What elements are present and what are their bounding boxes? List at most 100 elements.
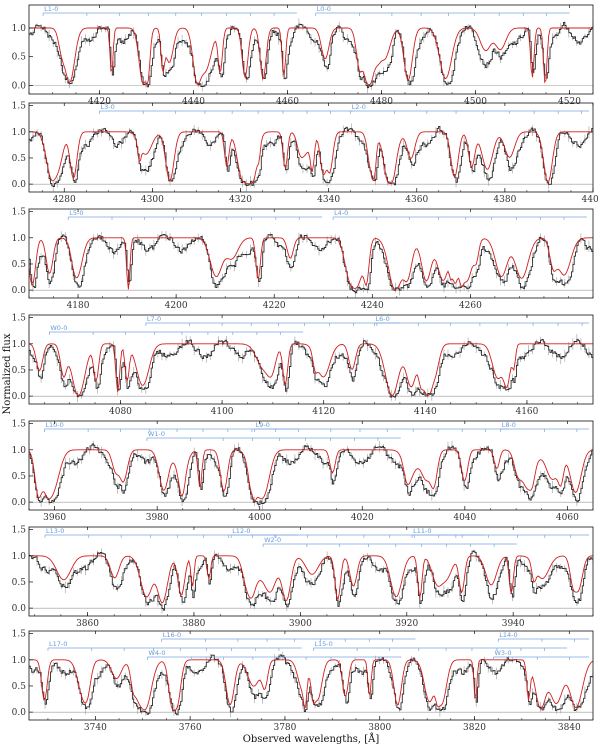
band-label: W0-0: [50, 324, 67, 332]
x-tick-label: 4280: [53, 195, 76, 205]
x-tick-label: 4140: [414, 407, 437, 417]
x-tick-label: 4040: [453, 513, 476, 523]
band-marker: L15-0: [313, 640, 568, 651]
plot-area: [29, 440, 593, 510]
x-tick-label: 3740: [84, 723, 107, 733]
band-label: L13-0: [46, 527, 64, 535]
model-series-line: [29, 555, 593, 604]
model-series-line: [29, 27, 593, 87]
band-label: L5-0: [69, 209, 83, 217]
band-label: L11-0: [413, 527, 431, 535]
panels-group: L1-0 L0-0 4420 4440 4460 4480 4500 4520 0.0 0.5 1.…: [12, 4, 598, 733]
y-tick-label: 1.0: [12, 24, 27, 34]
model-series-line: [29, 343, 593, 397]
panel-6: L13-0 L12-0 W2-0 L11-0 3860 3880 3900 3920 3940 0…: [12, 526, 594, 629]
data-series-line: [29, 654, 593, 716]
panel-7: L16-0 L17-0 W4-0 L15-0 L14-0 W3-0 3740 3760 3780…: [12, 630, 594, 733]
band-marker: L17-0: [47, 640, 302, 651]
band-marker: L3-0: [99, 103, 354, 114]
band-marker: L4-0: [332, 209, 587, 220]
model-series-line: [29, 237, 593, 290]
band-label: W4-0: [148, 649, 165, 657]
y-tick-label: 1.5: [12, 208, 27, 218]
y-tick-label: 0.5: [12, 682, 27, 692]
y-tick-label: 1.0: [12, 552, 27, 562]
x-tick-label: 4460: [276, 97, 299, 107]
x-tick-label: 3880: [182, 619, 205, 629]
x-axis-title: Observed wavelengths, [Å]: [243, 733, 380, 745]
band-label: L16-0: [163, 631, 181, 639]
x-tick-label: 3840: [558, 723, 581, 733]
band-label: L0-0: [317, 5, 331, 13]
x-tick-label: 4440: [182, 97, 205, 107]
plot-area: [29, 123, 593, 192]
band-marker: W0-0: [48, 324, 304, 335]
x-tick-label: 4240: [361, 301, 384, 311]
x-tick-label: 4080: [109, 407, 132, 417]
y-tick-label: 0.0: [12, 392, 27, 402]
y-tick-label: 1.5: [12, 630, 27, 640]
band-marker: L9-0: [254, 421, 509, 432]
x-tick-label: 4360: [405, 195, 428, 205]
x-tick-label: 4060: [556, 513, 579, 523]
panel-1: L1-0 L0-0 4420 4440 4460 4480 4500 4520 0.0 0.5 1.…: [12, 4, 594, 107]
y-tick-label: 1.0: [12, 340, 27, 350]
band-marker: W2-0: [262, 536, 517, 547]
band-marker: W4-0: [147, 649, 402, 660]
band-label: L3-0: [101, 103, 115, 111]
panel-3: L5-0 L4-0 4180 4200 4220 4240 4260 0.0 0.5 1.0 1.5: [12, 208, 594, 311]
band-label: L1-0: [44, 5, 58, 13]
x-tick-label: 4380: [493, 195, 516, 205]
x-tick-label: 3760: [179, 723, 202, 733]
band-label: L10-0: [45, 421, 63, 429]
x-tick-label: 3860: [76, 619, 99, 629]
x-tick-label: 4500: [464, 97, 487, 107]
panel-frame: [28, 420, 594, 511]
x-tick-label: 4100: [211, 407, 234, 417]
band-label: W1-0: [148, 430, 165, 438]
y-axis-title: Normalized flux: [2, 333, 13, 414]
x-tick-label: 4320: [229, 195, 252, 205]
y-tick-label: 0.0: [12, 286, 27, 296]
y-tick-label: 0.5: [12, 578, 27, 588]
panel-frame: [28, 314, 594, 405]
y-tick-label: 0.0: [12, 498, 27, 508]
x-tick-label: 4160: [515, 407, 538, 417]
y-tick-label: 1.0: [12, 234, 27, 244]
plot-area: [29, 18, 593, 93]
x-tick-label: 4300: [141, 195, 164, 205]
y-tick-label: 0.0: [12, 604, 27, 614]
band-marker: L6-0: [374, 315, 589, 326]
y-tick-label: 0.5: [12, 154, 27, 164]
y-tick-label: 1.0: [12, 446, 27, 456]
x-tick-label: 3820: [463, 723, 486, 733]
y-tick-label: 1.0: [12, 656, 27, 666]
plot-area: [29, 651, 593, 718]
panel-frame: [28, 526, 594, 617]
x-tick-label: 4200: [165, 301, 188, 311]
band-marker: L5-0: [67, 209, 323, 220]
band-label: L6-0: [376, 315, 390, 323]
band-label: L4-0: [334, 209, 348, 217]
band-marker: L7-0: [145, 315, 400, 326]
band-label: L8-0: [502, 421, 516, 429]
plot-area: [29, 231, 593, 298]
y-tick-label: 0.0: [12, 81, 27, 91]
plot-area: [29, 333, 593, 403]
data-series-line: [29, 233, 593, 294]
x-tick-label: 3900: [289, 619, 312, 629]
x-tick-label: 3960: [43, 513, 66, 523]
model-series-line: [29, 659, 593, 712]
data-series-line: [29, 125, 593, 187]
x-tick-label: 4340: [317, 195, 340, 205]
band-label: L7-0: [147, 315, 161, 323]
data-series-line: [29, 338, 593, 398]
band-marker: L11-0: [411, 527, 589, 538]
x-tick-label: 4120: [312, 407, 335, 417]
band-label: L9-0: [256, 421, 270, 429]
y-tick-label: 1.0: [12, 128, 27, 138]
y-tick-label: 0.5: [12, 366, 27, 376]
x-tick-label: 3980: [146, 513, 169, 523]
band-marker: W3-0: [493, 649, 589, 660]
band-marker: L14-0: [497, 631, 589, 642]
